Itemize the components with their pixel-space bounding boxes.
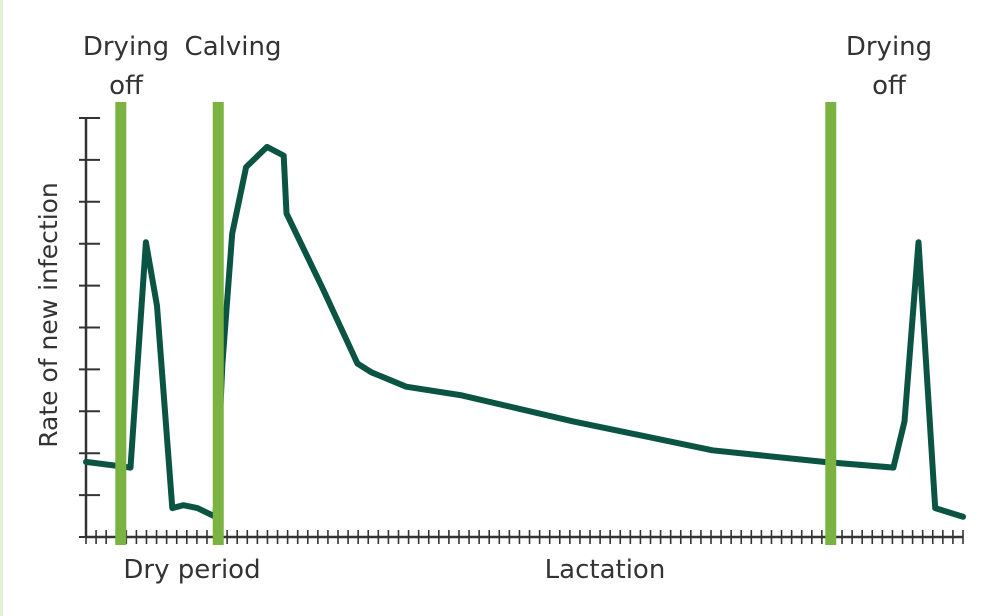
text-layer: Rate of new infection Dry period Lactati… [34, 32, 932, 585]
marker-label-drying-off-1-line1: Drying [83, 32, 169, 62]
left-edge-strip [0, 0, 3, 616]
marker-label-drying-off-2-line1: Drying [846, 32, 932, 62]
marker-label-calving: Calving [185, 32, 282, 62]
series-layer [83, 143, 966, 520]
marker-label-drying-off-2-line2: off [872, 71, 907, 101]
axis-ticks [79, 117, 964, 544]
period-label-lactation: Lactation [545, 555, 666, 585]
series-line-0 [83, 143, 966, 520]
marker-layer [115, 102, 837, 545]
marker-label-drying-off-1-line2: off [109, 71, 144, 101]
y-axis-label: Rate of new infection [34, 182, 63, 448]
period-label-dry: Dry period [123, 555, 260, 585]
